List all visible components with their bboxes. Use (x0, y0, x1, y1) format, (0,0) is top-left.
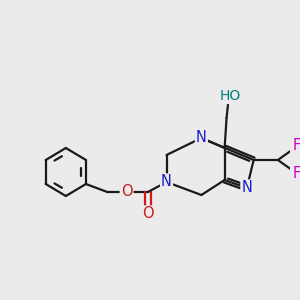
Text: F: F (293, 139, 300, 154)
Text: O: O (121, 184, 132, 200)
Text: O: O (142, 206, 154, 221)
Text: N: N (242, 181, 252, 196)
Text: N: N (196, 130, 207, 146)
Text: HO: HO (220, 89, 241, 103)
Text: N: N (161, 175, 172, 190)
Text: F: F (293, 167, 300, 182)
